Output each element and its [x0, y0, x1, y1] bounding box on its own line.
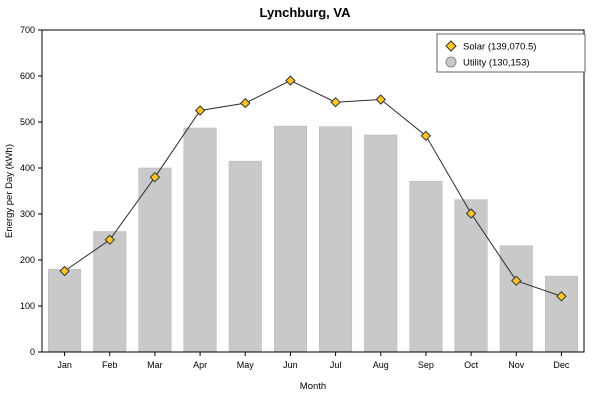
utility-bars-group: [48, 125, 578, 353]
y-tick-label: 400: [20, 163, 35, 173]
legend-utility-circle-icon: [445, 56, 457, 68]
x-tick-label-apr: Apr: [193, 360, 207, 370]
utility-bar-apr: [183, 127, 217, 353]
y-tick-label: 700: [20, 25, 35, 35]
solar-line: [64, 80, 562, 297]
legend: Solar (139,070.5) Utility (130,153): [436, 33, 586, 73]
x-tick-label-jan: Jan: [57, 360, 72, 370]
utility-bar-dec: [544, 275, 578, 353]
x-tick-label-nov: Nov: [508, 360, 525, 370]
x-tick-label-dec: Dec: [553, 360, 570, 370]
legend-box: [436, 33, 586, 73]
y-tick-label: 500: [20, 117, 35, 127]
utility-bar-jan: [48, 268, 82, 353]
x-tick-label-oct: Oct: [464, 360, 479, 370]
y-axis-label: Energy per Day (kWh): [4, 144, 15, 238]
y-tick-label: 300: [20, 209, 35, 219]
utility-bar-jul: [319, 126, 353, 353]
axes-group: 0 100 200 300 400 500 600 700 Jan Feb Mar Apr May Jun…: [20, 25, 585, 370]
solar-marker-jul: [330, 96, 341, 108]
utility-bar-nov: [499, 245, 533, 353]
solar-marker-mar: [149, 171, 161, 183]
utility-bar-may: [228, 160, 262, 353]
x-tick-label-jun: Jun: [283, 360, 298, 370]
solar-marker-may: [240, 97, 251, 109]
x-axis-label: Month: [300, 381, 326, 392]
legend-label-solar: Solar (139,070.5): [463, 42, 536, 53]
y-tick-label: 100: [20, 301, 35, 311]
utility-bar-feb: [93, 231, 127, 353]
x-tick-label-feb: Feb: [102, 360, 118, 370]
solar-marker-nov: [511, 275, 522, 286]
x-tick-label-aug: Aug: [373, 360, 389, 370]
plot-border: [41, 29, 585, 353]
solar-marker-aug: [375, 94, 387, 105]
x-tick-label-may: May: [237, 360, 255, 370]
x-tick-label-mar: Mar: [147, 360, 163, 370]
y-tick-label: 0: [30, 347, 35, 357]
solar-marker-sep: [420, 130, 432, 142]
solar-marker-apr: [194, 105, 206, 116]
utility-bar-aug: [364, 134, 398, 353]
solar-marker-oct: [465, 208, 477, 219]
solar-line-group: [59, 75, 567, 302]
y-tick-label: 600: [20, 71, 35, 81]
utility-bar-oct: [454, 199, 488, 353]
utility-bar-mar: [138, 167, 172, 353]
solar-marker-feb: [104, 234, 116, 246]
chart-title: Lynchburg, VA: [260, 5, 352, 20]
x-tick-label-jul: Jul: [330, 360, 342, 370]
utility-bar-jun: [273, 125, 307, 353]
x-tick-label-sep: Sep: [418, 360, 434, 370]
legend-solar-diamond-icon: [445, 40, 457, 52]
legend-label-utility: Utility (130,153): [463, 58, 530, 69]
solar-marker-jun: [285, 75, 296, 86]
utility-bar-sep: [409, 181, 443, 353]
solar-marker-jan: [59, 265, 70, 277]
y-tick-label: 200: [20, 255, 35, 265]
solar-marker-dec: [556, 291, 567, 302]
